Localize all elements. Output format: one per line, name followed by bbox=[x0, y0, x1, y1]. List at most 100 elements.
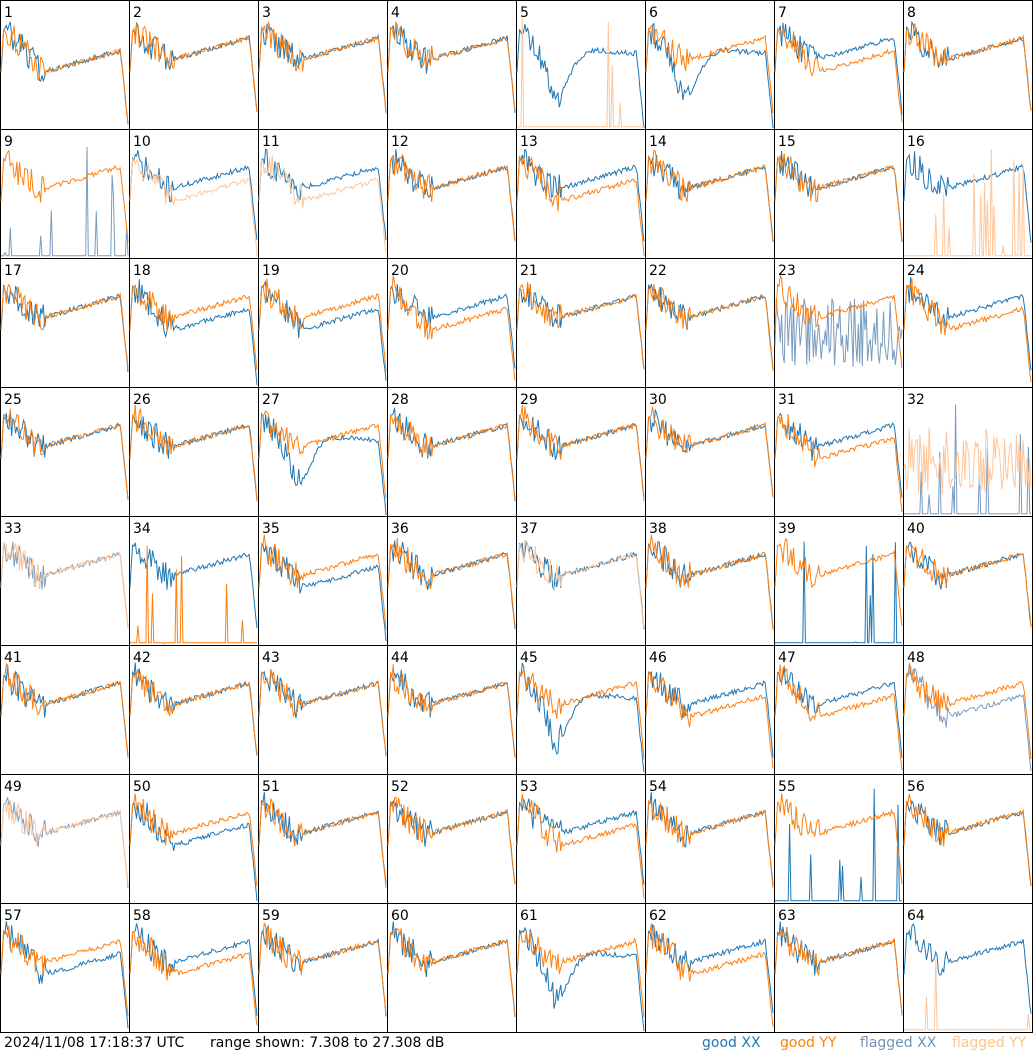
panel-label: 25 bbox=[4, 392, 22, 408]
panel-61: 61 bbox=[516, 903, 646, 1033]
panel-30: 30 bbox=[645, 387, 775, 517]
series-yy bbox=[258, 921, 387, 1015]
series-xx bbox=[516, 662, 645, 773]
panel-6: 6 bbox=[645, 0, 775, 130]
series-yy bbox=[516, 282, 645, 370]
series-xx bbox=[387, 24, 516, 114]
series-xx bbox=[129, 542, 258, 628]
series-yy bbox=[129, 931, 258, 1026]
panel-frame bbox=[387, 0, 517, 130]
panel-37: 37 bbox=[516, 516, 646, 646]
series-xx bbox=[129, 150, 258, 240]
panel-52: 52 bbox=[387, 774, 517, 904]
panel-label: 14 bbox=[649, 134, 667, 150]
panel-label: 37 bbox=[520, 521, 538, 537]
panel-label: 38 bbox=[649, 521, 667, 537]
panel-label: 29 bbox=[520, 392, 538, 408]
panel-26: 26 bbox=[129, 387, 259, 517]
series-yy bbox=[387, 153, 516, 242]
panel-label: 2 bbox=[133, 5, 142, 21]
panel-62: 62 bbox=[645, 903, 775, 1033]
panel-49: 49 bbox=[0, 774, 130, 904]
series-xx bbox=[0, 21, 129, 125]
panel-36: 36 bbox=[387, 516, 517, 646]
panel-42: 42 bbox=[129, 645, 259, 775]
panel-frame bbox=[258, 0, 388, 130]
panel-label: 62 bbox=[649, 908, 667, 924]
series-yy bbox=[516, 668, 645, 760]
series-yy bbox=[904, 149, 1031, 257]
series-xx bbox=[258, 148, 387, 241]
series-yy bbox=[903, 794, 1032, 886]
panel-label: 34 bbox=[133, 521, 151, 537]
panel-label: 41 bbox=[4, 650, 22, 666]
series-yy bbox=[258, 154, 387, 253]
series-yy bbox=[903, 665, 1032, 760]
series-yy bbox=[0, 662, 129, 759]
series-xx bbox=[774, 666, 903, 758]
panel-7: 7 bbox=[774, 0, 904, 130]
panel-1: 1 bbox=[0, 0, 130, 130]
series-xx bbox=[775, 541, 902, 644]
series-yy bbox=[0, 540, 129, 627]
panel-19: 19 bbox=[258, 258, 388, 388]
panel-40: 40 bbox=[903, 516, 1033, 646]
series-xx bbox=[645, 284, 774, 370]
panel-label: 39 bbox=[778, 521, 796, 537]
panel-frame bbox=[0, 129, 130, 259]
series-yy bbox=[774, 928, 903, 1016]
panel-16: 16 bbox=[903, 129, 1033, 259]
panel-label: 8 bbox=[907, 5, 916, 21]
panel-label: 32 bbox=[907, 392, 925, 408]
series-yy bbox=[258, 278, 387, 372]
series-xx bbox=[774, 412, 903, 498]
series-yy bbox=[516, 155, 645, 256]
panel-14: 14 bbox=[645, 129, 775, 259]
series-xx bbox=[516, 148, 645, 242]
panel-33: 33 bbox=[0, 516, 130, 646]
series-xx bbox=[903, 923, 1032, 1014]
series-yy bbox=[774, 273, 903, 368]
series-yy bbox=[130, 545, 257, 645]
panel-53: 53 bbox=[516, 774, 646, 904]
series-yy bbox=[258, 20, 387, 114]
series-xx bbox=[904, 404, 1031, 515]
panel-50: 50 bbox=[129, 774, 259, 904]
panel-29: 29 bbox=[516, 387, 646, 517]
panel-label: 10 bbox=[133, 134, 151, 150]
panel-47: 47 bbox=[774, 645, 904, 775]
series-yy bbox=[0, 25, 129, 123]
panel-label: 31 bbox=[778, 392, 796, 408]
panel-60: 60 bbox=[387, 903, 517, 1033]
series-yy bbox=[645, 284, 774, 372]
panel-46: 46 bbox=[645, 645, 775, 775]
series-xx bbox=[516, 798, 645, 885]
panel-56: 56 bbox=[903, 774, 1033, 904]
panel-23: 23 bbox=[774, 258, 904, 388]
series-yy bbox=[904, 960, 1031, 1031]
panel-10: 10 bbox=[129, 129, 259, 259]
panel-label: 19 bbox=[262, 263, 280, 279]
series-xx bbox=[258, 23, 387, 113]
series-xx bbox=[0, 797, 129, 888]
panel-label: 22 bbox=[649, 263, 667, 279]
panel-label: 11 bbox=[262, 134, 280, 150]
series-yy bbox=[387, 928, 516, 1016]
series-yy bbox=[774, 413, 903, 513]
legend-good-xx: good XX bbox=[702, 1035, 761, 1051]
panel-label: 63 bbox=[778, 908, 796, 924]
panel-44: 44 bbox=[387, 645, 517, 775]
panel-34: 34 bbox=[129, 516, 259, 646]
panel-label: 23 bbox=[778, 263, 796, 279]
series-xx bbox=[0, 284, 129, 373]
panel-22: 22 bbox=[645, 258, 775, 388]
panel-label: 18 bbox=[133, 263, 151, 279]
series-yy bbox=[645, 672, 774, 769]
series-xx bbox=[258, 791, 387, 884]
panel-24: 24 bbox=[903, 258, 1033, 388]
series-yy bbox=[387, 664, 516, 758]
series-yy bbox=[903, 544, 1032, 628]
panel-58: 58 bbox=[129, 903, 259, 1033]
panel-35: 35 bbox=[258, 516, 388, 646]
